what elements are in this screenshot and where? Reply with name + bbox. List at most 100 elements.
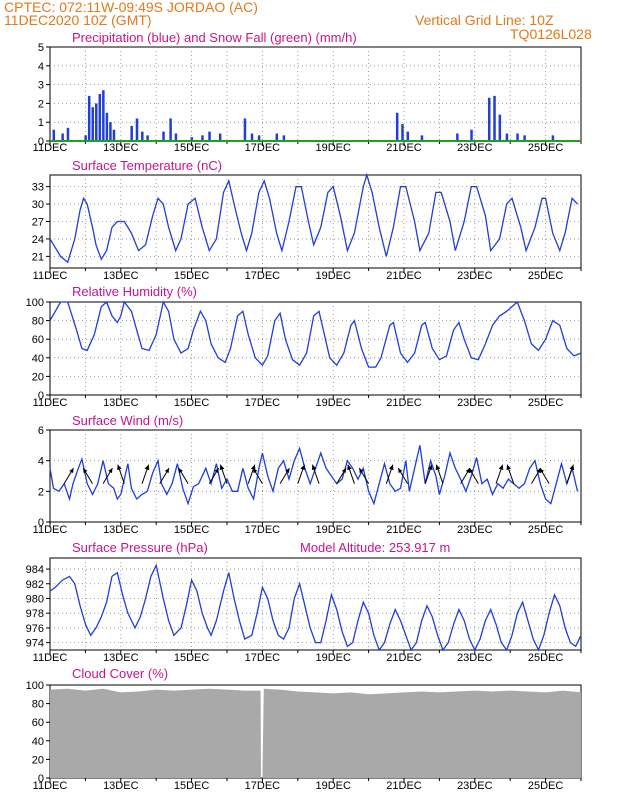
y-tick-label: 33 [32,182,44,194]
x-tick-label: 11DEC [33,524,68,536]
precipitation-bar [87,95,91,141]
x-tick-label: 13DEC [103,780,139,792]
wind-arrow-head [359,468,364,474]
location-header: CPTEC: 072:11W-09:49S JORDAO (AC) [4,0,258,15]
x-tick-label: 19DEC [315,652,351,664]
y-tick-label: 974 [26,638,44,650]
x-tick-label: 23DEC [457,142,493,154]
relative-humidity-line [49,300,582,368]
y-tick-label: 60 [32,334,44,346]
wind-arrow-head [427,464,433,471]
precipitation-bar [523,135,526,141]
x-tick-label: 17DEC [245,397,281,409]
x-tick-label: 17DEC [245,142,281,154]
y-tick-label: 3 [38,80,44,92]
precipitation-bar [95,103,98,141]
x-tick-label: 15DEC [174,524,210,536]
x-tick-label: 21DEC [386,780,422,792]
surface-pressure-line [49,563,582,652]
precipitation-bar [401,124,404,141]
precipitation-bar [66,127,70,141]
wind-arrow-head [253,468,258,474]
x-tick-label: 21DEC [386,397,422,409]
wind-arrow-head [465,468,470,474]
panel-title: Surface Pressure (hPa) [72,540,208,555]
precipitation-bar [91,107,94,141]
wind-arrow-head [219,464,225,471]
x-tick-label: 15DEC [174,780,210,792]
x-tick-label: 15DEC [174,652,210,664]
wind-arrow-head [214,468,219,474]
wind-arrow-head [164,468,170,474]
x-tick-label: 25DEC [528,397,564,409]
wind-arrow-head [178,468,183,474]
x-tick-label: 17DEC [245,524,281,536]
y-tick-label: 100 [26,297,44,309]
precipitation-bar [282,135,286,141]
x-tick-label: 25DEC [528,780,564,792]
y-tick-label: 6 [38,425,44,437]
temperature-line [49,172,578,264]
panel-frame [49,429,582,523]
x-tick-label: 25DEC [528,142,564,154]
precipitation-bar [141,131,144,141]
x-tick-label: 13DEC [103,397,139,409]
panel-title: Precipitation (blue) and Snow Fall (gree… [72,30,357,45]
x-tick-label: 23DEC [457,652,493,664]
x-tick-label: 21DEC [386,524,422,536]
wind-arrow-head [341,468,347,474]
precipitation-bar [498,114,502,141]
y-tick-label: 30 [32,199,44,211]
x-tick-label: 15DEC [174,397,210,409]
y-tick-label: 40 [32,736,44,748]
precipitation-bar [243,118,247,141]
x-tick-label: 19DEC [315,270,351,282]
x-tick-label: 23DEC [457,397,493,409]
y-tick-label: 24 [32,234,44,246]
wind-arrow-head [69,468,74,474]
y-tick-label: 982 [26,579,44,591]
precipitation-bar [84,135,87,141]
x-tick-label: 25DEC [528,270,564,282]
precipitation-bar [505,133,509,141]
precipitation-bar [52,129,56,141]
x-tick-label: 15DEC [174,270,210,282]
precipitation-bar [493,95,496,141]
wind-arrow-head [536,468,541,474]
x-tick-label: 13DEC [103,652,139,664]
y-tick-label: 40 [32,353,44,365]
y-tick-label: 2 [38,486,44,498]
precipitation-bar [420,135,424,141]
precipitation-bar [162,131,165,141]
wind-arrow-head [347,464,352,471]
precipitation-bar [190,137,194,141]
x-tick-label: 15DEC [174,142,210,154]
panel-title: Surface Temperature (nC) [72,158,222,173]
precipitation-bar [257,135,261,141]
y-tick-label: 0 [38,390,44,402]
y-tick-label: 0 [38,136,44,148]
x-tick-label: 11DEC [33,397,68,409]
x-tick-label: 21DEC [386,142,422,154]
precipitation-bar [102,90,105,141]
x-tick-label: 11DEC [33,780,68,792]
y-tick-label: 20 [32,754,44,766]
y-tick-label: 27 [32,217,44,229]
wind-arrow-head [250,464,256,471]
wind-arrow-head [300,464,306,471]
precipitation-bar [456,133,459,141]
precipitation-bar [470,129,473,141]
x-tick-label: 13DEC [103,270,139,282]
y-tick-label: 984 [26,564,44,576]
precipitation-bar [201,135,204,141]
x-tick-label: 19DEC [315,524,351,536]
wind-arrow-head [388,464,394,471]
panel-frame [49,174,582,269]
panel-frame [49,46,582,142]
y-tick-label: 4 [38,61,44,73]
panel-title: Relative Humidity (%) [72,284,197,299]
precipitation-bar [105,112,109,141]
y-tick-label: 80 [32,316,44,328]
precipitation-bar [135,118,139,141]
